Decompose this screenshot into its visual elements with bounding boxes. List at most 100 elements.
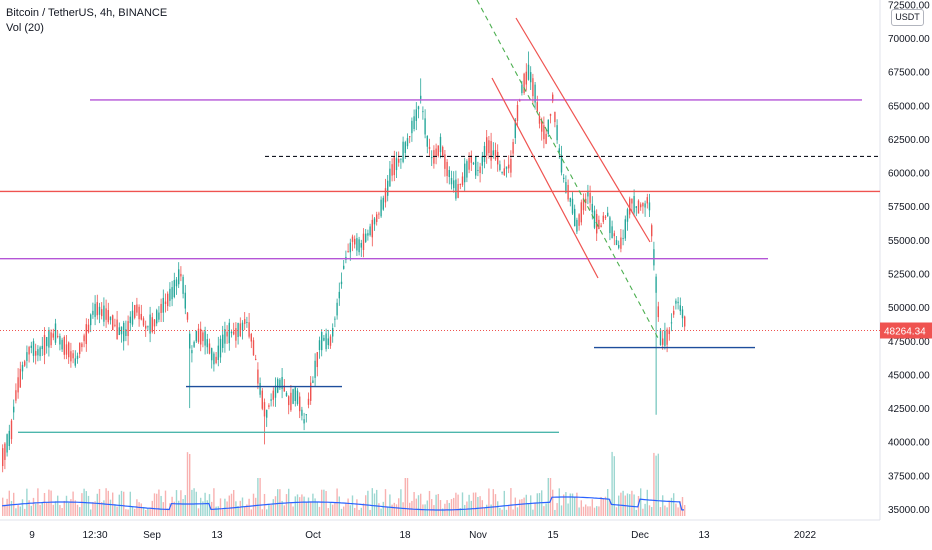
candle-body [255, 358, 257, 361]
volume-bar [490, 504, 492, 516]
candle-body [180, 273, 182, 277]
candle-body [41, 345, 43, 350]
volume-bar [314, 498, 316, 516]
volume-bar [655, 455, 657, 516]
volume-bar [668, 500, 670, 516]
volume-bar [116, 506, 118, 516]
volume-bar [549, 478, 552, 516]
candle-body [87, 324, 90, 333]
volume-bar [158, 489, 160, 516]
candle-body [105, 308, 107, 320]
volume-bar [662, 495, 664, 516]
candle-body [76, 355, 79, 359]
volume-bar [259, 478, 261, 516]
candle-body [378, 213, 380, 215]
candle-body [490, 141, 492, 161]
volume-ma-line [1, 496, 684, 511]
candle-body [571, 198, 574, 214]
candles [2, 51, 686, 473]
volume-bar [142, 506, 145, 516]
volume-bar [57, 495, 59, 516]
volume-bar [191, 489, 193, 516]
candle-body [444, 154, 446, 169]
volume-bar [415, 498, 417, 516]
candle-body [6, 434, 8, 453]
candle-body [681, 309, 684, 319]
candle-body [162, 297, 164, 313]
candle-body [158, 312, 160, 320]
currency-button[interactable]: USDT [891, 9, 924, 26]
volume-bar [626, 493, 629, 516]
candle-body [446, 161, 448, 177]
candle-body [664, 330, 666, 346]
candle-body [285, 392, 288, 397]
candle-body [655, 276, 657, 293]
volume-bar [618, 495, 620, 516]
volume-bar [354, 507, 356, 516]
volume-bar [327, 508, 329, 516]
y-tick-label: 57500.00 [888, 202, 930, 213]
candle-body [272, 390, 274, 400]
candle-body [547, 119, 549, 134]
volume-bar [28, 500, 30, 516]
candle-body [138, 306, 140, 320]
candle-body [516, 104, 519, 121]
candle-body [48, 329, 50, 348]
x-tick-label: Oct [305, 530, 321, 541]
candle-body [261, 390, 263, 409]
volume-bar [380, 508, 382, 516]
candle-body [393, 156, 395, 176]
volume-indicator-label: Vol (20) [6, 22, 44, 34]
volume-bar [294, 496, 296, 516]
volume-bar [613, 456, 615, 516]
candle-body [360, 243, 362, 248]
volume-bar [338, 496, 340, 516]
candle-body [679, 305, 681, 312]
candle-body [156, 310, 158, 324]
volume-bar [453, 497, 455, 516]
candle-body [602, 215, 604, 222]
volume-bar [563, 494, 565, 516]
candle-body [219, 338, 222, 358]
candle-body [637, 200, 640, 214]
y-tick-label: 35000.00 [888, 505, 930, 516]
volume-bar [81, 493, 83, 516]
candle-body [380, 199, 382, 217]
volume-bar [215, 506, 217, 516]
volume-bar [237, 506, 239, 516]
y-tick-label: 50000.00 [888, 303, 930, 314]
volume-bar [8, 490, 10, 516]
volume-bar [217, 506, 219, 516]
volume-bar [582, 506, 585, 516]
volume-bar [488, 488, 490, 516]
candle-body [494, 150, 497, 160]
volume-bar [596, 506, 598, 516]
candle-body [556, 125, 558, 141]
candle-body [296, 390, 299, 404]
candle-body [354, 238, 356, 245]
volume-bar [532, 509, 534, 516]
candle-body [541, 120, 543, 132]
volume-bar [76, 504, 79, 516]
candle-body [497, 151, 499, 165]
candle-body [600, 225, 602, 228]
volume-bar [598, 506, 600, 516]
y-tick-label: 37500.00 [888, 471, 930, 482]
candle-body [624, 219, 626, 239]
candle-body [554, 111, 556, 123]
candle-body [563, 177, 565, 180]
volume-bar [523, 497, 525, 516]
volume-bar [94, 501, 96, 516]
candle-body [409, 136, 411, 138]
candle-body [618, 244, 620, 248]
volume-bar [591, 499, 593, 516]
volume-bar [37, 488, 39, 516]
candle-body [63, 336, 65, 355]
candle-body [321, 332, 323, 351]
volume-bar [384, 489, 387, 516]
volume-bar [387, 506, 389, 516]
volume-bar [450, 499, 453, 516]
candle-body [459, 183, 461, 185]
y-tick-label: 47500.00 [888, 337, 930, 348]
